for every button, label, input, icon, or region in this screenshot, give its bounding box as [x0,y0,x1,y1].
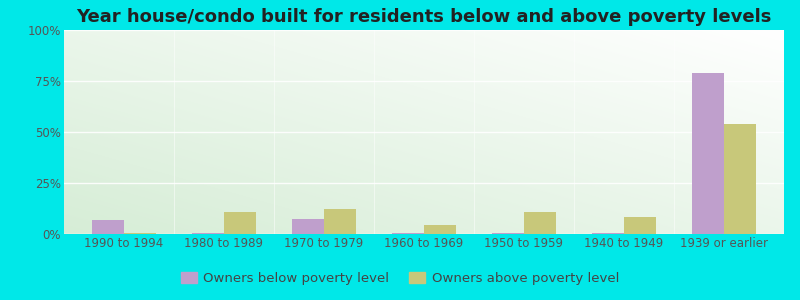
Bar [224,212,256,234]
Bar [624,217,656,234]
Bar [524,212,556,234]
Bar [424,225,456,234]
Bar [592,233,624,234]
Bar [492,233,524,234]
Bar [324,208,356,234]
Bar [192,233,224,234]
Title: Year house/condo built for residents below and above poverty levels: Year house/condo built for residents bel… [76,8,772,26]
Bar [92,220,124,234]
Bar [292,219,324,234]
Bar [392,233,424,234]
Bar [724,124,756,234]
Bar [124,233,156,234]
Bar [692,73,724,234]
Legend: Owners below poverty level, Owners above poverty level: Owners below poverty level, Owners above… [176,267,624,290]
